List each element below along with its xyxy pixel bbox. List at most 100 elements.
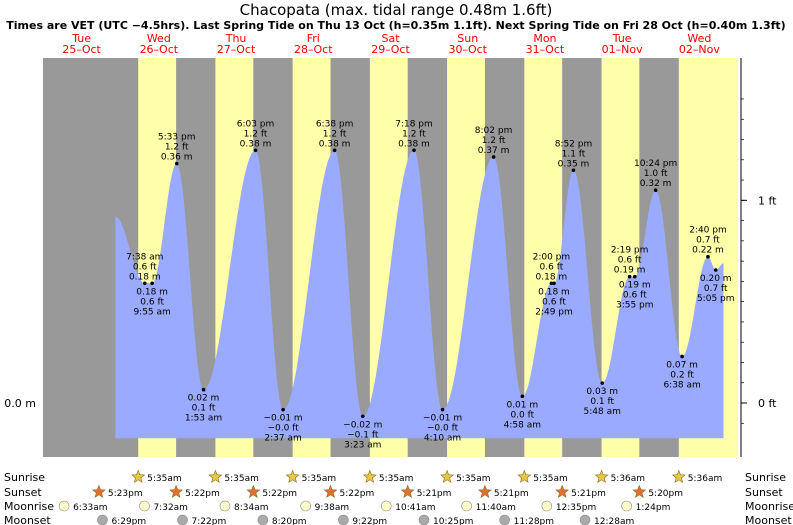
moonrise-time: 7:32am — [153, 503, 188, 513]
day-label-date: 30–Oct — [448, 43, 487, 56]
day-label-weekday: Tue — [612, 32, 632, 45]
sunrise-star-icon — [517, 469, 532, 483]
sunrise-row-label-left: Sunrise — [4, 471, 45, 484]
moonset-moon-icon — [418, 514, 430, 525]
right-axis-tick-label: 0 ft — [758, 397, 777, 410]
tide-extreme-label: 7:18 pm — [395, 119, 433, 129]
day-label-date: 25–Oct — [62, 43, 101, 56]
sunset-star-icon — [169, 484, 184, 498]
day-label-weekday: Mon — [533, 32, 556, 45]
day-labels: Tue25–OctWed26–OctThu27–OctFri28–OctSat2… — [62, 32, 720, 56]
moonrise-moon-icon — [621, 500, 632, 512]
tide-extreme-label: 0.6 ft — [140, 297, 164, 307]
day-label-date: 31–Oct — [526, 43, 565, 56]
day-label-weekday: Wed — [687, 32, 711, 45]
sunrise-time: 5:35am — [224, 474, 259, 484]
sunset-time: 5:22pm — [185, 489, 220, 499]
tide-extreme-label: 6:38 am — [663, 380, 700, 390]
tide-area — [115, 150, 724, 439]
tide-extreme-dot — [150, 281, 154, 286]
tide-extreme-label: 0.35 m — [558, 159, 590, 169]
tide-extreme-dot — [549, 281, 554, 286]
tide-extreme-label: 5:33 pm — [158, 133, 196, 143]
tide-extreme-label: 4:10 am — [424, 434, 461, 444]
tide-extreme-label: 1.2 ft — [482, 136, 506, 146]
tide-extreme-label: 0.18 m — [136, 287, 168, 297]
tide-extreme-label: 6:38 pm — [316, 119, 354, 129]
moonrise-time: 1:24pm — [636, 503, 671, 513]
tide-extreme-label: 1.2 ft — [244, 129, 268, 139]
sunset-time: 5:21pm — [571, 489, 606, 499]
moonset-moon-icon — [499, 514, 510, 525]
tide-extreme-label: 0.38 m — [240, 139, 272, 149]
left-axis-tick-label: 0.0 m — [4, 397, 36, 410]
moonset-moon-icon — [97, 514, 108, 525]
sunrise-star-icon — [594, 469, 609, 483]
sunrise-time: 5:35am — [147, 474, 182, 484]
tide-extreme-label: −0.02 m — [343, 420, 382, 430]
sunset-star-icon — [555, 484, 570, 498]
day-label-weekday: Tue — [71, 32, 91, 45]
tide-extreme-label: 3:23 am — [344, 440, 381, 450]
moonrise-moon-icon — [380, 500, 392, 512]
tide-extreme-dot — [491, 155, 496, 159]
tide-curve — [115, 150, 724, 439]
moonrise-time: 9:38am — [315, 503, 350, 513]
moonset-time: 10:25pm — [433, 517, 473, 525]
sunset-time: 5:20pm — [648, 489, 683, 499]
day-label-weekday: Fri — [307, 32, 320, 45]
tide-extreme-dot — [571, 168, 576, 173]
moonset-time: 7:22pm — [192, 517, 227, 525]
tide-extreme-label: 0.6 ft — [623, 291, 647, 301]
tide-extreme-label: 0.02 m — [188, 394, 220, 404]
sunrise-star-icon — [285, 469, 300, 483]
moonset-moon-icon — [338, 514, 349, 525]
moonrise-time: 6:33am — [73, 503, 108, 513]
sunset-star-icon — [246, 484, 261, 498]
tide-extreme-dot — [332, 148, 337, 153]
moonset-row-label-right: Moonset — [745, 514, 792, 525]
tide-extreme-label: −0.1 ft — [347, 430, 379, 440]
sunset-star-icon — [400, 484, 415, 498]
sunset-time: 5:21pm — [417, 489, 452, 499]
tide-extreme-label: 6:03 pm — [237, 119, 275, 129]
tide-extreme-dot — [632, 274, 637, 279]
moonrise-time: 12:35pm — [556, 503, 596, 513]
sunrise-time: 5:35am — [456, 474, 491, 484]
tide-extremes: 7:38 am0.6 ft0.18 m0.18 m0.6 ft9:55 am5:… — [126, 119, 734, 450]
tide-extreme-dot — [520, 394, 525, 399]
tide-extreme-dot — [627, 274, 632, 279]
sunset-star-icon — [92, 484, 106, 498]
tide-extreme-dot — [142, 281, 147, 286]
tide-extreme-label: 0.18 m — [538, 287, 570, 297]
tide-extreme-label: −0.01 m — [423, 414, 462, 424]
tide-extreme-label: 0.20 m — [700, 274, 732, 284]
tide-extreme-label: 5:48 am — [584, 407, 621, 417]
moonset-moon-icon — [579, 514, 591, 525]
tide-extreme-label: 0.38 m — [319, 139, 351, 149]
tide-extreme-label: 2:40 pm — [689, 226, 727, 236]
tide-extreme-label: 0.6 ft — [133, 262, 157, 272]
tide-extreme-label: 1.2 ft — [323, 129, 347, 139]
sunrise-time: 5:36am — [688, 474, 723, 484]
tide-extreme-label: 0.19 m — [614, 266, 646, 276]
tide-extreme-label: 0.07 m — [666, 360, 698, 370]
moonset-moon-icon — [257, 514, 269, 525]
tide-extreme-label: 0.18 m — [536, 272, 568, 282]
tide-extreme-dot — [713, 268, 718, 272]
y-axes: 0.0 m 0 ft 1 ft — [4, 58, 777, 457]
tide-extreme-dot — [440, 407, 445, 412]
day-label-weekday: Sat — [381, 32, 400, 45]
tide-extreme-label: 2:19 pm — [611, 246, 649, 256]
tide-extreme-dot — [201, 387, 206, 392]
tide-extreme-label: −0.0 ft — [267, 424, 299, 434]
tide-extreme-dot — [253, 148, 258, 153]
moonrise-moon-icon — [219, 500, 231, 512]
tide-extreme-label: 1.2 ft — [402, 129, 426, 139]
tide-extreme-label: 7:38 am — [126, 252, 163, 262]
tide-extreme-label: 0.7 ft — [696, 236, 720, 246]
sunrise-time: 5:35am — [302, 474, 337, 484]
sunrise-time: 5:35am — [533, 474, 568, 484]
right-axis-tick-label: 1 ft — [758, 194, 777, 207]
moonset-moon-icon — [177, 514, 188, 525]
